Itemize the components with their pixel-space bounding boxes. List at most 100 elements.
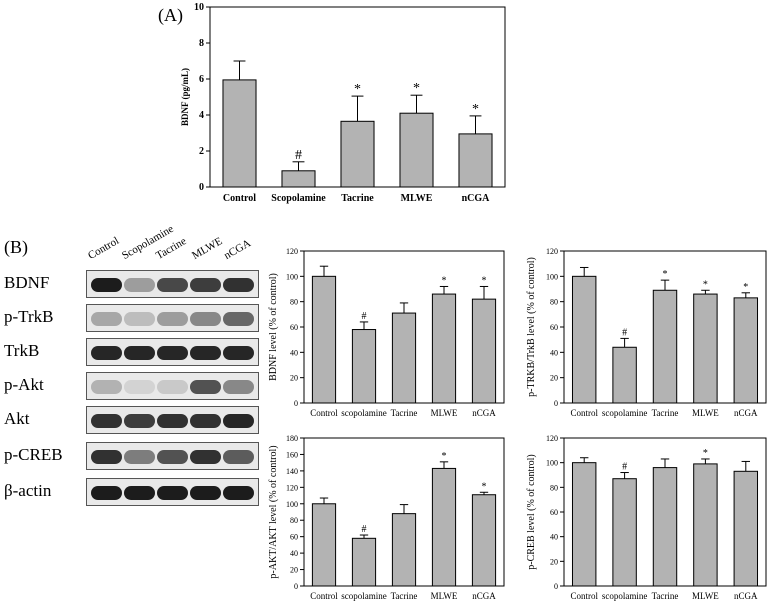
blot-band — [157, 450, 188, 464]
significance-mark: # — [622, 462, 627, 473]
blot-band — [91, 486, 122, 500]
y-tick-label: 120 — [286, 247, 298, 256]
x-tick-label: MLWE — [431, 408, 458, 418]
bar — [471, 494, 497, 587]
chart-b1-bdnf-level: 0 20 40 60 80 100 120 BDNF level (% of control)… — [268, 247, 505, 418]
blot-row-label: p-CREB — [4, 445, 63, 464]
x-tick-label: Control — [310, 408, 338, 418]
y-axis-label: BDNF (pg/mL) — [180, 68, 190, 126]
x-tick-label: Tacrine — [652, 408, 679, 418]
blot-band — [223, 414, 254, 428]
significance-mark: * — [663, 269, 668, 280]
blot-band — [124, 380, 155, 394]
bar — [391, 312, 417, 404]
x-tick-label: Control — [223, 193, 256, 204]
y-axis-label: p-AKT/AKT level (% of control) — [268, 445, 279, 578]
blot-lane-label: Control — [86, 234, 122, 262]
blot-band — [190, 380, 221, 394]
blot-band — [157, 312, 188, 326]
blot-lane-label: nCGA — [222, 237, 253, 262]
y-tick-label: 60 — [290, 533, 298, 542]
blot-strip — [86, 478, 259, 506]
blot-band — [190, 346, 221, 360]
y-tick-label: 80 — [550, 483, 558, 492]
bar — [693, 463, 718, 587]
blot-strip — [86, 304, 259, 332]
blot-lane-label: MLWE — [190, 235, 225, 262]
x-tick-label: scopolamine — [602, 591, 648, 601]
blot-band — [223, 450, 254, 464]
blot-band — [223, 346, 254, 360]
x-tick-label: nCGA — [462, 193, 491, 204]
x-tick-label: MLWE — [692, 591, 719, 601]
bar — [311, 503, 337, 587]
y-tick-label: 0 — [554, 582, 558, 591]
blot-row-label: β-actin — [4, 481, 52, 500]
bar — [612, 346, 637, 404]
blot-band — [91, 278, 122, 292]
bar — [652, 289, 678, 404]
blot-band — [190, 414, 221, 428]
bar — [458, 133, 493, 188]
blot-band — [91, 346, 122, 360]
y-tick-label: 80 — [290, 298, 298, 307]
y-tick-label: 0 — [199, 182, 204, 193]
blot-strip — [86, 406, 259, 434]
x-tick-label: Tacrine — [391, 591, 418, 601]
bar — [222, 79, 257, 188]
significance-mark: * — [442, 275, 447, 286]
bar — [391, 513, 417, 587]
y-tick-label: 20 — [290, 566, 298, 575]
x-tick-label: nCGA — [734, 591, 758, 601]
blot-band — [124, 450, 155, 464]
significance-mark: * — [472, 102, 479, 117]
x-tick-label: Control — [570, 591, 598, 601]
y-tick-label: 160 — [286, 450, 298, 459]
bar — [693, 293, 718, 404]
blot-row-label: p-Akt — [4, 375, 44, 394]
blot-band — [124, 312, 155, 326]
bar — [652, 467, 678, 587]
bar — [351, 537, 377, 587]
blot-band — [223, 278, 254, 292]
bar — [399, 112, 434, 188]
y-tick-label: 80 — [290, 516, 298, 525]
y-tick-label: 0 — [294, 399, 298, 408]
bar — [431, 293, 457, 404]
chart-b3-pakt-level: 0 20 40 60 80 100 120 140 160 180 p-AKT/AKT level … — [268, 434, 505, 601]
y-tick-label: 100 — [546, 459, 558, 468]
bar — [281, 170, 316, 188]
y-tick-label: 20 — [550, 557, 558, 566]
y-tick-label: 8 — [199, 38, 204, 49]
y-axis-label: BDNF level (% of control) — [268, 273, 279, 381]
y-tick-label: 100 — [286, 272, 298, 281]
blot-band — [157, 346, 188, 360]
panel-label-b: (B) — [4, 237, 28, 257]
chart-b4-pcreb-level: 0 20 40 60 80 100 120 p-CREB level (% of contro… — [526, 434, 767, 601]
y-tick-label: 20 — [290, 374, 298, 383]
significance-mark: * — [482, 275, 487, 286]
y-axis-label: p-CREB level (% of control) — [526, 454, 537, 570]
y-tick-label: 60 — [550, 508, 558, 517]
blot-band — [91, 414, 122, 428]
y-tick-label: 40 — [290, 348, 298, 357]
significance-mark: * — [413, 81, 420, 96]
blot-row-label: TrkB — [4, 341, 40, 360]
significance-mark: * — [354, 82, 361, 97]
bar — [612, 478, 637, 587]
x-tick-label: Tacrine — [341, 193, 374, 204]
y-tick-label: 140 — [286, 467, 298, 476]
blot-band — [91, 312, 122, 326]
y-tick-label: 100 — [546, 272, 558, 281]
blot-band — [91, 450, 122, 464]
blot-strip — [86, 270, 259, 298]
blot-band — [91, 380, 122, 394]
x-tick-label: Tacrine — [391, 408, 418, 418]
y-tick-label: 40 — [550, 348, 558, 357]
x-tick-label: Tacrine — [652, 591, 679, 601]
chart-b2-ptrkb-level: 0 20 40 60 80 100 120 p-TRKB/TrkB level (% of c… — [526, 247, 767, 418]
x-tick-label: scopolamine — [341, 591, 387, 601]
y-tick-label: 180 — [286, 434, 298, 443]
y-tick-label: 80 — [550, 298, 558, 307]
blot-band — [223, 486, 254, 500]
